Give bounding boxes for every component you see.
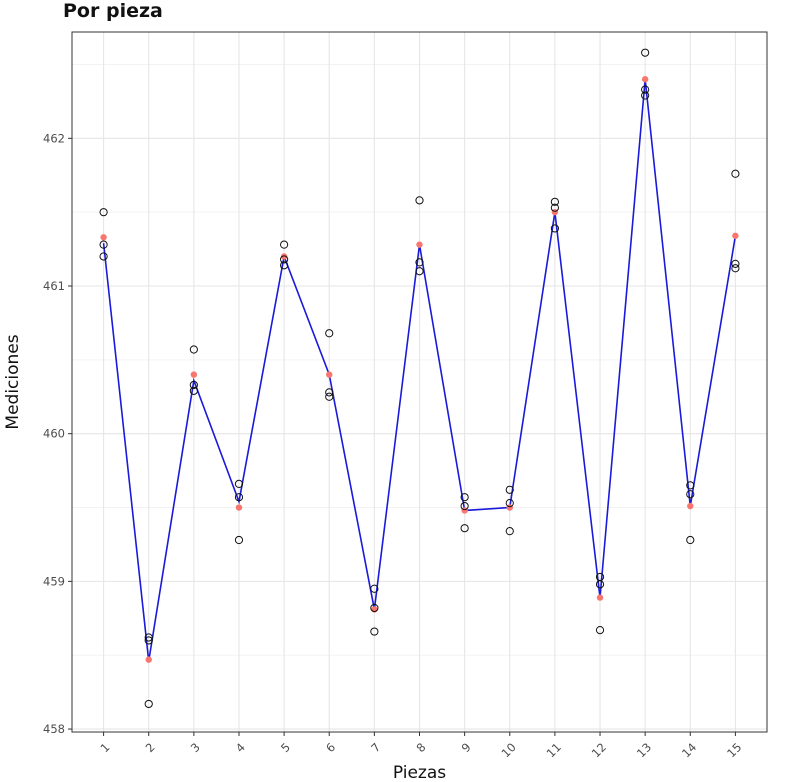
measurement-point: [505, 485, 514, 494]
measurement-point: [325, 329, 334, 338]
mean-point: [190, 371, 198, 378]
mean-point: [596, 594, 604, 601]
y-tick-label: 462: [43, 131, 65, 145]
measurement-point: [370, 627, 379, 636]
x-tick-label: 4: [233, 740, 248, 755]
points-layer: [99, 48, 740, 709]
mean-point: [145, 656, 152, 663]
measurement-point: [234, 493, 244, 502]
measurement-point: [686, 490, 695, 499]
measurement-point: [686, 481, 695, 490]
chart-title: Por pieza: [63, 0, 163, 22]
x-tick-label: 15: [724, 740, 744, 760]
x-tick-label: 14: [679, 740, 699, 760]
y-tick-label: 461: [43, 279, 65, 293]
y-tick-label: 460: [43, 427, 65, 441]
measurement-point: [189, 386, 198, 395]
x-tick-label: 3: [188, 740, 203, 755]
x-tick-label: 1: [98, 740, 113, 755]
measurement-point: [370, 584, 379, 593]
measurement-point: [550, 224, 559, 233]
measurement-point: [731, 259, 740, 268]
measurement-point: [641, 48, 650, 57]
x-tick-label: 2: [143, 740, 158, 755]
mean-point: [235, 504, 243, 511]
measurement-point: [325, 392, 334, 401]
x-tick-label: 12: [589, 740, 609, 760]
measurement-point: [234, 479, 244, 488]
mean-point: [687, 502, 694, 510]
x-tick-label: 9: [459, 740, 474, 755]
x-tick-label: 11: [544, 740, 564, 760]
x-tick-label: 7: [368, 740, 383, 755]
mean-point: [641, 76, 649, 83]
measurement-point: [641, 91, 650, 100]
measurement-point: [144, 633, 153, 642]
y-tick-label: 459: [43, 574, 65, 588]
measurement-point: [189, 380, 198, 390]
measurement-point: [505, 527, 514, 536]
measurement-point: [731, 264, 740, 273]
measurement-point: [99, 252, 108, 261]
measurement-point: [460, 524, 469, 533]
measurement-point: [99, 240, 108, 249]
measurement-point: [415, 196, 424, 205]
measurement-point: [595, 626, 605, 635]
y-axis-title: Mediciones: [3, 334, 23, 429]
measurement-point: [595, 580, 605, 589]
measurement-point: [686, 535, 695, 545]
x-axis-title: Piezas: [393, 763, 446, 782]
x-tick-label: 6: [323, 740, 338, 755]
mean-point: [326, 371, 333, 378]
measurement-point: [280, 240, 289, 249]
measurement-point: [415, 267, 424, 276]
measurement-point: [731, 169, 740, 178]
measurement-point: [280, 255, 289, 264]
measurement-point: [280, 261, 289, 270]
grid-layer: [72, 32, 767, 732]
measurement-point: [505, 498, 514, 508]
mean-point: [100, 234, 107, 241]
y-tick-label: 458: [43, 722, 65, 736]
mean-point: [416, 241, 423, 248]
x-tick-label: 5: [278, 740, 293, 755]
measurement-point: [144, 636, 153, 645]
measurement-point: [460, 493, 469, 502]
measurement-point: [370, 603, 379, 613]
x-tick-label: 8: [413, 740, 428, 755]
mean-point: [280, 253, 288, 260]
measurement-point: [189, 345, 198, 354]
measurement-point: [325, 388, 334, 397]
x-tick-label: 10: [499, 740, 519, 760]
measurement-point: [550, 197, 559, 206]
measurement-point: [99, 208, 108, 217]
measurement-point: [234, 535, 244, 545]
measurement-point: [641, 85, 650, 94]
measurement-point: [415, 258, 424, 267]
measurement-point: [460, 501, 469, 511]
mean-point: [732, 232, 739, 239]
measurement-point: [144, 699, 153, 709]
measurement-point: [550, 203, 559, 212]
x-tick-label: 13: [634, 740, 654, 760]
